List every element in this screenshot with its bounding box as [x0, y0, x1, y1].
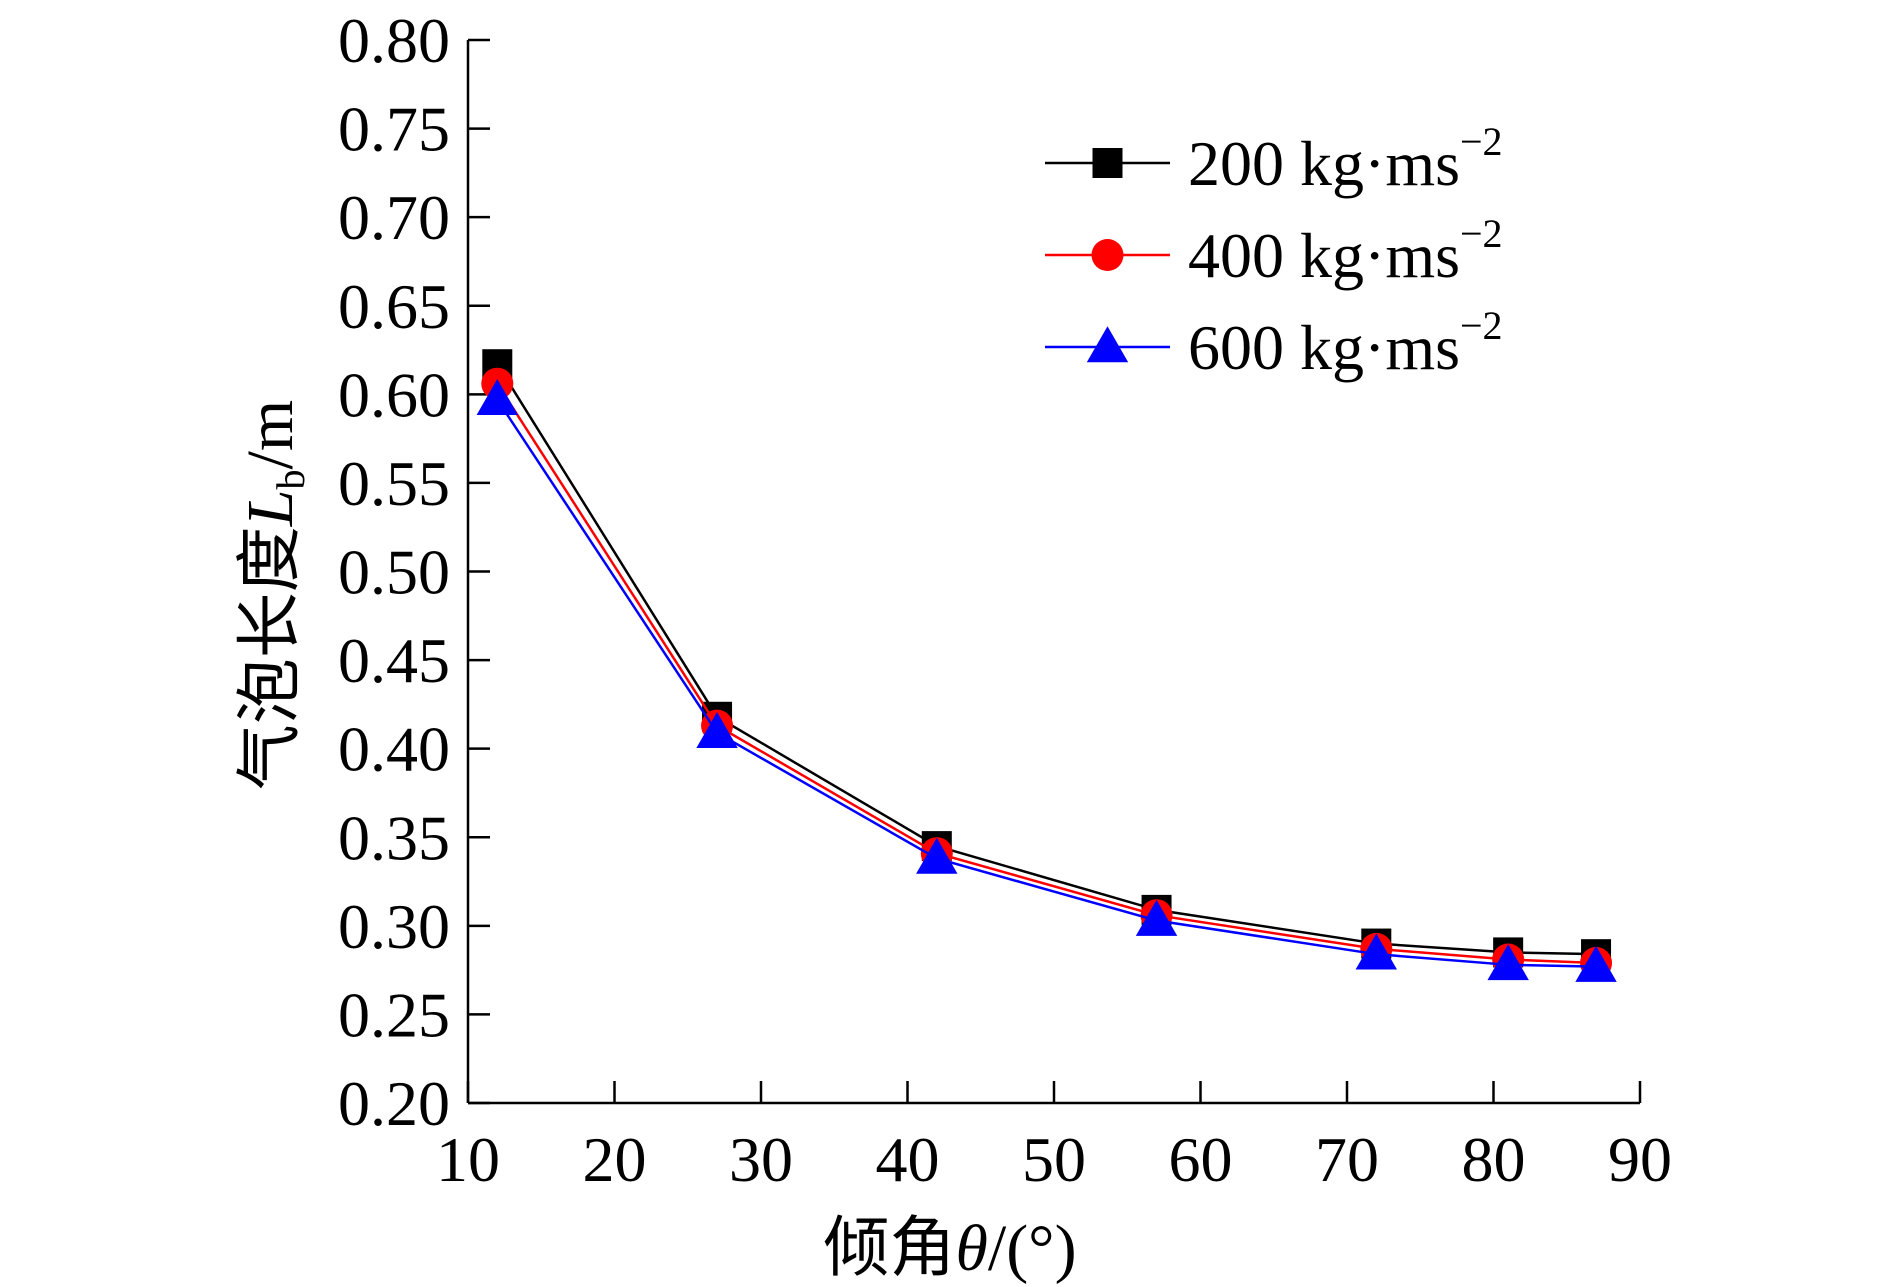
legend-label: 200 kg·ms−2 [1188, 119, 1503, 199]
x-tick-label: 50 [1022, 1124, 1086, 1195]
marker-triangle [696, 712, 738, 749]
marker-triangle [1086, 326, 1129, 363]
y-tick-label: 0.80 [338, 5, 450, 76]
y-tick-label: 0.35 [338, 802, 450, 873]
y-tick-label: 0.30 [338, 891, 450, 962]
x-tick-label: 70 [1315, 1124, 1379, 1195]
y-tick-label: 0.25 [338, 979, 450, 1050]
y-tick-label: 0.70 [338, 182, 450, 253]
y-tick-label: 0.65 [338, 271, 450, 342]
marker-triangle [1487, 944, 1529, 981]
y-tick-label: 0.50 [338, 537, 450, 608]
legend-item-1: 400 kg·ms−2 [1045, 211, 1503, 291]
y-tick-label: 0.40 [338, 714, 450, 785]
y-tick-label: 0.60 [338, 359, 450, 430]
x-tick-label: 40 [876, 1124, 940, 1195]
x-tick-label: 60 [1169, 1124, 1233, 1195]
y-tick-label: 0.75 [338, 94, 450, 165]
y-tick-label: 0.20 [338, 1068, 450, 1139]
series-line [496, 383, 1597, 965]
legend-item-2: 600 kg·ms−2 [1045, 303, 1503, 383]
y-axis-title: 气泡长度Lb/m [231, 400, 313, 790]
legend: 200 kg·ms−2 400 kg·ms−2 600 kg·ms−2 [1045, 119, 1503, 383]
series-1 [481, 367, 1613, 980]
marker-triangle [1135, 899, 1178, 936]
x-axis-title: 倾角θ/(°) [823, 1209, 1076, 1286]
series-layer [476, 349, 1617, 982]
legend-label: 600 kg·ms−2 [1188, 303, 1503, 383]
y-tick-label: 0.45 [338, 625, 450, 696]
series-line [496, 363, 1597, 956]
marker-triangle [1575, 945, 1617, 982]
legend-label: 400 kg·ms−2 [1188, 211, 1503, 291]
x-tick-label: 10 [436, 1124, 500, 1195]
series-0 [482, 349, 1612, 970]
marker-triangle [916, 837, 958, 874]
x-tick-label: 30 [729, 1124, 793, 1195]
x-tick-label: 20 [583, 1124, 647, 1195]
axes: 0.20 0.25 0.30 0.35 0.40 0.45 0.50 0.55 0.60 0.65… [338, 5, 1672, 1195]
legend-item-0: 200 kg·ms−2 [1045, 119, 1503, 199]
series-line [496, 398, 1597, 968]
x-tick-label: 80 [1462, 1124, 1526, 1195]
marker-square [1092, 148, 1123, 178]
y-tick-label: 0.55 [338, 448, 450, 519]
marker-triangle [1355, 933, 1397, 970]
series-2 [476, 378, 1617, 982]
marker-circle [1091, 239, 1124, 271]
x-tick-label: 90 [1608, 1124, 1672, 1195]
marker-triangle [476, 378, 518, 415]
